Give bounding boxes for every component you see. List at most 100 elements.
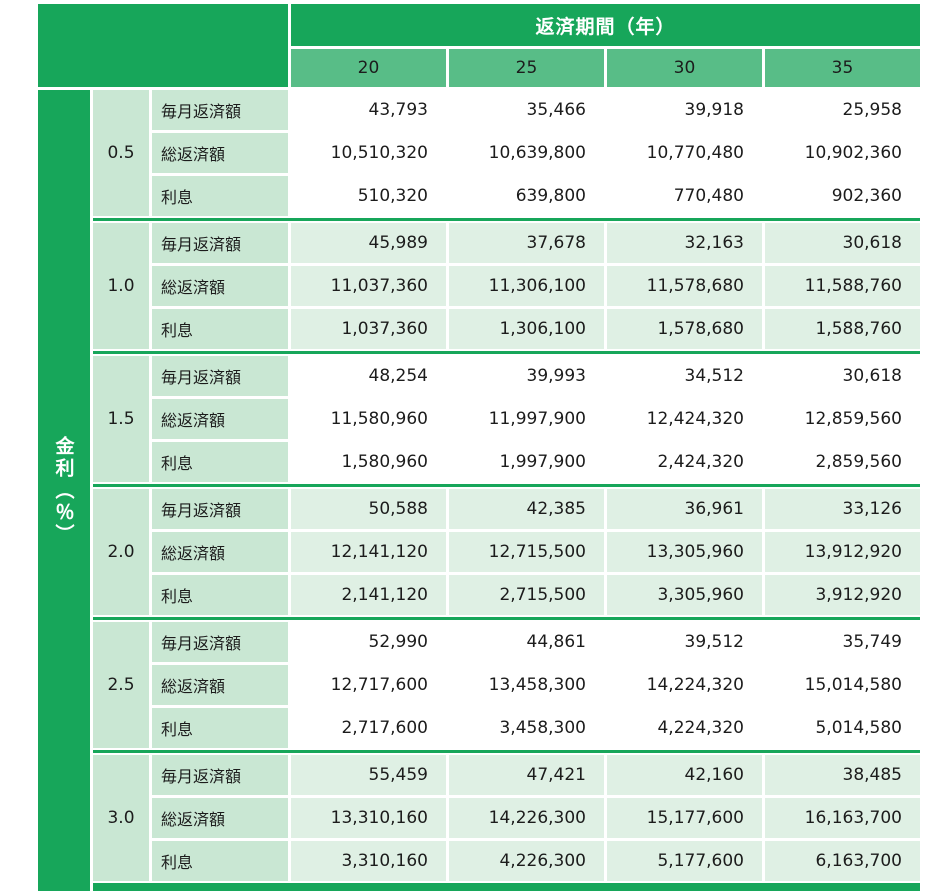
period-subheader-row: 20 25 30 35 <box>291 49 920 87</box>
table-row: 毎月返済額 50,588 42,385 36,961 33,126 <box>152 489 920 529</box>
metric-label: 総返済額 <box>152 532 288 572</box>
value-cell: 38,485 <box>765 755 920 795</box>
period-column-header: 30 <box>607 49 762 87</box>
value-cell: 1,578,680 <box>607 309 762 349</box>
metric-label: 毎月返済額 <box>152 90 288 130</box>
value-cell: 4,226,300 <box>449 841 604 881</box>
value-cell: 13,912,920 <box>765 532 920 572</box>
value-cell: 11,578,680 <box>607 266 762 306</box>
value-cell: 11,580,960 <box>291 399 446 439</box>
table-row: 利息 1,037,360 1,306,100 1,578,680 1,588,760 <box>152 309 920 349</box>
table-row: 毎月返済額 55,459 47,421 42,160 38,485 <box>152 755 920 795</box>
value-cell: 4,224,320 <box>607 708 762 748</box>
period-header-title: 返済期間（年） <box>291 4 920 46</box>
value-cell: 5,014,580 <box>765 708 920 748</box>
value-cell: 35,749 <box>765 622 920 662</box>
value-cell: 2,859,560 <box>765 442 920 482</box>
table-body-rows: 0.5 毎月返済額 43,793 35,466 39,918 25,958 総返済額 10,5… <box>93 90 920 891</box>
table-row: 毎月返済額 45,989 37,678 32,163 30,618 <box>152 223 920 263</box>
value-cell: 48,254 <box>291 356 446 396</box>
rate-value: 2.5 <box>93 622 149 748</box>
rate-block-rows: 毎月返済額 45,989 37,678 32,163 30,618 総返済額 11,037,… <box>152 223 920 349</box>
value-cell: 13,305,960 <box>607 532 762 572</box>
value-cell: 25,958 <box>765 90 920 130</box>
value-cell: 15,177,600 <box>607 798 762 838</box>
period-header-group: 返済期間（年） 20 25 30 35 <box>291 4 920 87</box>
value-cell: 2,424,320 <box>607 442 762 482</box>
value-cell: 2,717,600 <box>291 708 446 748</box>
value-cell: 6,163,700 <box>765 841 920 881</box>
table-row: 利息 3,310,160 4,226,300 5,177,600 6,163,700 <box>152 841 920 881</box>
rate-value: 2.0 <box>93 489 149 615</box>
rate-block: 3.0 毎月返済額 55,459 47,421 42,160 38,485 総返済額 13,3… <box>93 755 920 881</box>
table-row: 毎月返済額 52,990 44,861 39,512 35,749 <box>152 622 920 662</box>
rate-block-rows: 毎月返済額 52,990 44,861 39,512 35,749 総返済額 12,717,… <box>152 622 920 748</box>
value-cell: 3,912,920 <box>765 575 920 615</box>
value-cell: 2,715,500 <box>449 575 604 615</box>
metric-label: 総返済額 <box>152 399 288 439</box>
value-cell: 55,459 <box>291 755 446 795</box>
block-separator <box>93 750 920 753</box>
rate-block: 2.0 毎月返済額 50,588 42,385 36,961 33,126 総返済額 12,1… <box>93 489 920 615</box>
value-cell: 45,989 <box>291 223 446 263</box>
table-row: 総返済額 11,580,960 11,997,900 12,424,320 12,859… <box>152 399 920 439</box>
value-cell: 1,037,360 <box>291 309 446 349</box>
value-cell: 11,588,760 <box>765 266 920 306</box>
period-column-header: 35 <box>765 49 920 87</box>
table-row: 総返済額 12,717,600 13,458,300 14,224,320 15,014… <box>152 665 920 705</box>
value-cell: 30,618 <box>765 223 920 263</box>
metric-label: 利息 <box>152 708 288 748</box>
value-cell: 14,224,320 <box>607 665 762 705</box>
value-cell: 510,320 <box>291 176 446 216</box>
table-header: 返済期間（年） 20 25 30 35 <box>38 4 920 87</box>
block-separator <box>93 617 920 620</box>
metric-label: 利息 <box>152 176 288 216</box>
value-cell: 10,510,320 <box>291 133 446 173</box>
value-cell: 15,014,580 <box>765 665 920 705</box>
block-separator <box>93 218 920 221</box>
value-cell: 639,800 <box>449 176 604 216</box>
value-cell: 10,639,800 <box>449 133 604 173</box>
value-cell: 13,458,300 <box>449 665 604 705</box>
metric-label: 利息 <box>152 442 288 482</box>
value-cell: 16,163,700 <box>765 798 920 838</box>
value-cell: 1,997,900 <box>449 442 604 482</box>
block-separator <box>93 351 920 354</box>
metric-label: 総返済額 <box>152 266 288 306</box>
value-cell: 50,588 <box>291 489 446 529</box>
metric-label: 総返済額 <box>152 798 288 838</box>
value-cell: 902,360 <box>765 176 920 216</box>
table-row: 毎月返済額 48,254 39,993 34,512 30,618 <box>152 356 920 396</box>
value-cell: 43,793 <box>291 90 446 130</box>
block-separator <box>93 484 920 487</box>
value-cell: 12,859,560 <box>765 399 920 439</box>
table-row: 利息 1,580,960 1,997,900 2,424,320 2,859,560 <box>152 442 920 482</box>
rate-block-rows: 毎月返済額 48,254 39,993 34,512 30,618 総返済額 11,580,… <box>152 356 920 482</box>
value-cell: 10,770,480 <box>607 133 762 173</box>
value-cell: 37,678 <box>449 223 604 263</box>
metric-label: 毎月返済額 <box>152 223 288 263</box>
metric-label: 総返済額 <box>152 133 288 173</box>
value-cell: 44,861 <box>449 622 604 662</box>
value-cell: 1,588,760 <box>765 309 920 349</box>
rate-value: 0.5 <box>93 90 149 216</box>
value-cell: 11,306,100 <box>449 266 604 306</box>
metric-label: 毎月返済額 <box>152 755 288 795</box>
rate-block-rows: 毎月返済額 50,588 42,385 36,961 33,126 総返済額 12,141,… <box>152 489 920 615</box>
table-row: 毎月返済額 43,793 35,466 39,918 25,958 <box>152 90 920 130</box>
table-row: 利息 510,320 639,800 770,480 902,360 <box>152 176 920 216</box>
value-cell: 3,458,300 <box>449 708 604 748</box>
value-cell: 1,580,960 <box>291 442 446 482</box>
value-cell: 13,310,160 <box>291 798 446 838</box>
value-cell: 12,424,320 <box>607 399 762 439</box>
rate-value: 3.0 <box>93 755 149 881</box>
metric-label: 利息 <box>152 575 288 615</box>
value-cell: 2,141,120 <box>291 575 446 615</box>
period-column-header: 20 <box>291 49 446 87</box>
table-row: 総返済額 10,510,320 10,639,800 10,770,480 10,902… <box>152 133 920 173</box>
rate-value: 1.0 <box>93 223 149 349</box>
value-cell: 30,618 <box>765 356 920 396</box>
value-cell: 12,141,120 <box>291 532 446 572</box>
metric-label: 総返済額 <box>152 665 288 705</box>
table-row: 総返済額 12,141,120 12,715,500 13,305,960 13,912… <box>152 532 920 572</box>
